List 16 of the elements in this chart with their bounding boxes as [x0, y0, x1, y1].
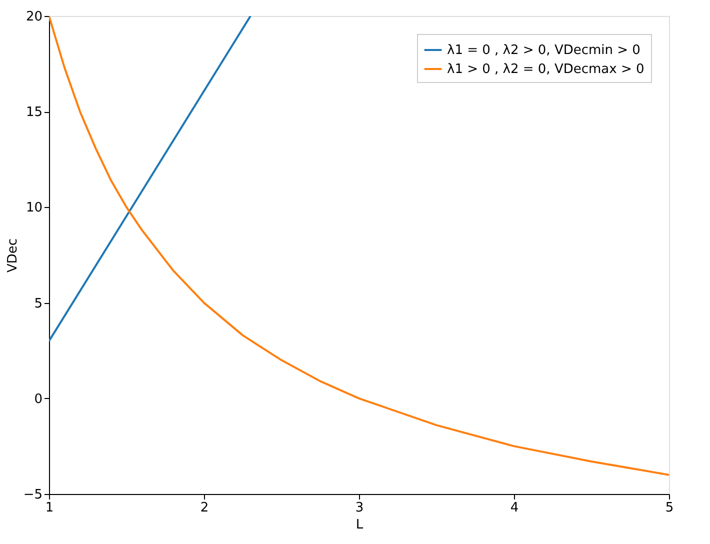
y-tick-label: 5 — [34, 296, 42, 312]
line-series — [49, 16, 669, 476]
y-tick-label: 15 — [26, 105, 42, 120]
x-tick-label: 2 — [200, 500, 209, 516]
x-tick-label: 5 — [665, 500, 674, 516]
y-tick-label: −5 — [23, 488, 42, 502]
x-tick-label: 1 — [45, 500, 54, 516]
x-tick-label: 4 — [510, 500, 519, 516]
y-tick-label: 10 — [26, 200, 42, 216]
x-tick-label: 3 — [355, 500, 364, 516]
x-axis-title: L — [356, 518, 364, 532]
y-axis-title: VDec — [5, 238, 20, 273]
y-tick-label: 0 — [34, 392, 42, 407]
legend-label: λ1 = 0 , λ2 > 0, VDecmin > 0 — [447, 43, 640, 58]
y-tick-label: 20 — [26, 10, 42, 24]
legend-label: λ1 > 0 , λ2 = 0, VDecmax > 0 — [447, 62, 644, 77]
